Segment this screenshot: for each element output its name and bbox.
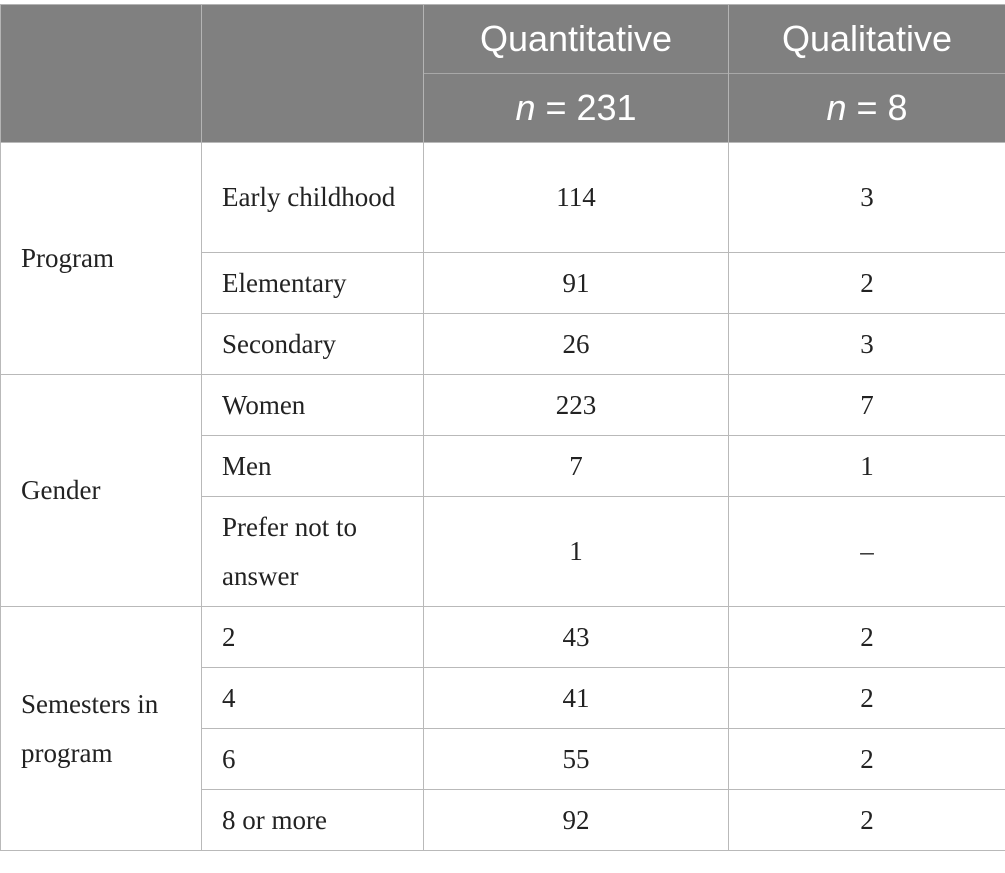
group-label-program: Program bbox=[0, 142, 202, 375]
quantitative-cell: 26 bbox=[423, 313, 729, 375]
qualitative-cell: 3 bbox=[728, 313, 1005, 375]
qualitative-cell: 3 bbox=[728, 142, 1005, 253]
group-label-gender: Gender bbox=[0, 374, 202, 607]
header-qualitative-n: n = 8 bbox=[728, 73, 1005, 143]
category-cell: Women bbox=[201, 374, 424, 436]
category-cell: Early childhood bbox=[201, 142, 424, 253]
quantitative-cell: 41 bbox=[423, 667, 729, 729]
quantitative-cell: 7 bbox=[423, 435, 729, 497]
quantitative-cell: 55 bbox=[423, 728, 729, 790]
category-cell: 6 bbox=[201, 728, 424, 790]
qualitative-cell: 2 bbox=[728, 789, 1005, 851]
table-body: Program Early childhood 114 3 Elementary… bbox=[0, 142, 1005, 851]
table-row: Secondary 26 3 bbox=[1, 313, 1005, 375]
demographics-table: Quantitative Qualitative n = 231 n = 8 P… bbox=[0, 4, 1005, 851]
category-cell: Prefer not to answer bbox=[201, 496, 424, 607]
header-blank-cell bbox=[201, 4, 424, 143]
qualitative-cell: 2 bbox=[728, 252, 1005, 314]
qualitative-cell: 2 bbox=[728, 728, 1005, 790]
quantitative-cell: 43 bbox=[423, 606, 729, 668]
category-cell: Elementary bbox=[201, 252, 424, 314]
qualitative-cell: – bbox=[728, 496, 1005, 607]
quantitative-cell: 114 bbox=[423, 142, 729, 253]
header-quantitative-n: n = 231 bbox=[423, 73, 729, 143]
header-quantitative: Quantitative bbox=[423, 4, 729, 74]
n-symbol: n bbox=[826, 87, 847, 128]
n-symbol: n bbox=[515, 87, 536, 128]
table-row: Program Early childhood 114 3 bbox=[0, 142, 1005, 375]
qualitative-cell: 2 bbox=[728, 667, 1005, 729]
quantitative-cell: 223 bbox=[423, 374, 729, 436]
qualitative-cell: 7 bbox=[728, 374, 1005, 436]
quantitative-cell: 1 bbox=[423, 496, 729, 607]
table-header: Quantitative Qualitative n = 231 n = 8 bbox=[0, 4, 1005, 143]
header-qualitative: Qualitative bbox=[728, 4, 1005, 74]
quantitative-cell: 92 bbox=[423, 789, 729, 851]
category-cell: Secondary bbox=[201, 313, 424, 375]
qualitative-n-value: = 8 bbox=[846, 87, 908, 128]
category-cell: 2 bbox=[201, 606, 424, 668]
table-row: Semesters in program 2 43 2 bbox=[0, 606, 1005, 851]
category-cell: Men bbox=[201, 435, 424, 497]
qualitative-cell: 1 bbox=[728, 435, 1005, 497]
table-row: Prefer not to answer 1 – bbox=[1, 496, 1005, 607]
category-cell: 4 bbox=[201, 667, 424, 729]
category-cell: 8 or more bbox=[201, 789, 424, 851]
table-row: Men 7 1 bbox=[1, 435, 1005, 497]
table-row: Elementary 91 2 bbox=[1, 252, 1005, 314]
header-blank-cell bbox=[0, 4, 202, 143]
table-row: 8 or more 92 2 bbox=[1, 789, 1005, 851]
group-label-semesters: Semesters in program bbox=[0, 606, 202, 851]
qualitative-cell: 2 bbox=[728, 606, 1005, 668]
table-row: 4 41 2 bbox=[1, 667, 1005, 729]
table-row: Gender Women 223 7 bbox=[0, 374, 1005, 607]
quantitative-cell: 91 bbox=[423, 252, 729, 314]
quantitative-n-value: = 231 bbox=[535, 87, 637, 128]
